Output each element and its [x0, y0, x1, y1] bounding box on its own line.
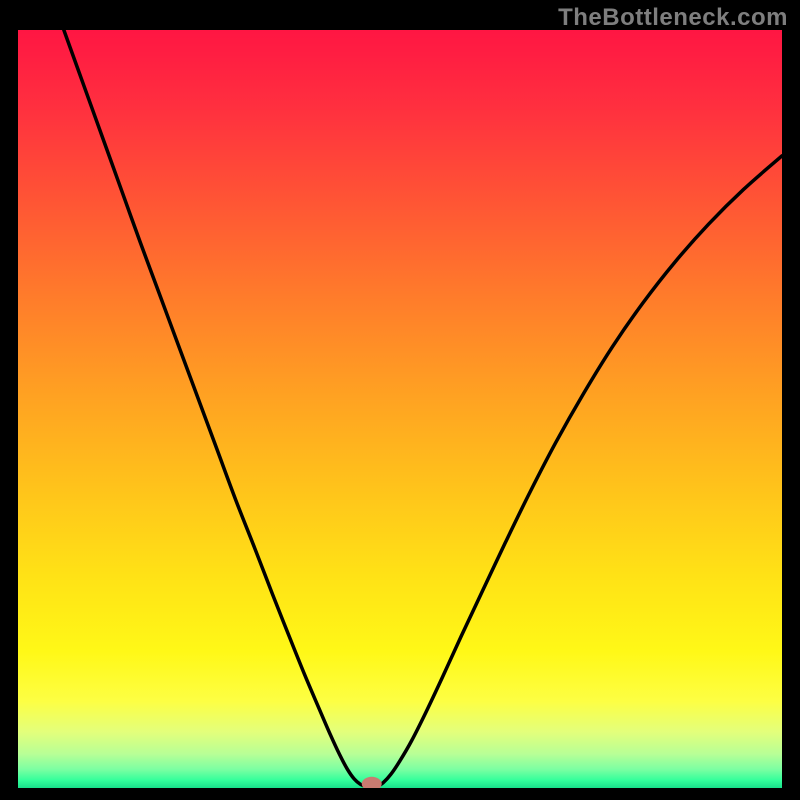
- bottleneck-marker: [362, 777, 382, 788]
- curve-layer: [18, 30, 782, 788]
- plot-area: [18, 30, 782, 788]
- watermark-text: TheBottleneck.com: [558, 4, 788, 32]
- curve-left-branch: [64, 30, 366, 786]
- curve-right-branch: [377, 156, 782, 787]
